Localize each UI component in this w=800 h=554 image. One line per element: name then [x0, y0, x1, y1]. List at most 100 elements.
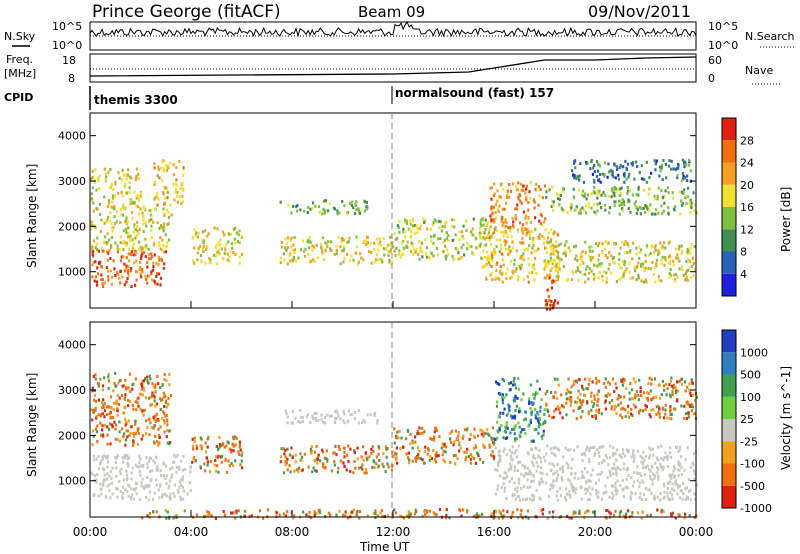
- echo-cell: [316, 455, 320, 459]
- echo-cell: [122, 205, 125, 209]
- echo-cell: [561, 190, 564, 194]
- echo-cell: [202, 245, 205, 249]
- echo-cell: [628, 397, 631, 401]
- echo-cell: [665, 455, 668, 459]
- echo-cell: [579, 485, 582, 489]
- velocity-y-label: Slant Range [km]: [25, 373, 39, 477]
- echo-cell: [613, 407, 616, 411]
- echo-cell: [659, 462, 662, 466]
- echo-cell: [94, 373, 97, 377]
- echo-cell: [136, 397, 139, 401]
- echo-cell: [606, 256, 609, 260]
- echo-cell: [528, 244, 531, 248]
- echo-cell: [676, 275, 679, 279]
- echo-cell: [119, 472, 122, 476]
- echo-cell: [507, 382, 510, 385]
- echo-cell: [284, 237, 287, 241]
- echo-cell: [313, 510, 316, 514]
- echo-cell: [690, 203, 693, 207]
- echo-cell: [522, 392, 525, 396]
- echo-cell: [483, 244, 486, 248]
- echo-cell: [630, 412, 633, 416]
- echo-cell: [637, 276, 640, 280]
- echo-cell: [595, 481, 598, 485]
- echo-cell: [572, 510, 575, 514]
- echo-cell: [525, 184, 528, 188]
- echo-cell: [409, 227, 412, 231]
- colorbar-swatch: [722, 419, 736, 442]
- echo-cell: [108, 474, 111, 478]
- echo-cell: [474, 444, 477, 448]
- echo-cell: [141, 477, 144, 481]
- echo-cell: [570, 400, 573, 404]
- echo-cell: [484, 432, 487, 436]
- echo-cell: [146, 281, 149, 285]
- echo-cell: [127, 265, 130, 269]
- echo-cell: [119, 259, 123, 263]
- nsky-trace: [89, 21, 697, 48]
- echo-cell: [152, 220, 155, 224]
- echo-cell: [281, 241, 284, 244]
- echo-cell: [206, 463, 209, 467]
- echo-cell: [409, 219, 412, 223]
- echo-cell: [152, 415, 155, 419]
- echo-cell: [289, 239, 292, 242]
- echo-cell: [648, 413, 651, 417]
- echo-cell: [491, 278, 494, 281]
- echo-cell: [134, 422, 137, 426]
- echo-cell: [192, 457, 195, 461]
- echo-cell: [543, 220, 546, 224]
- echo-cell: [466, 241, 469, 245]
- echo-cell: [586, 487, 589, 491]
- echo-cell: [340, 249, 344, 253]
- echo-cell: [355, 513, 358, 517]
- echo-cell: [572, 379, 575, 383]
- echo-cell: [506, 234, 509, 238]
- echo-cell: [634, 396, 637, 400]
- echo-cell: [294, 205, 297, 209]
- echo-cell: [333, 451, 336, 455]
- echo-cell: [389, 248, 393, 252]
- echo-cell: [663, 194, 666, 198]
- echo-cell: [529, 383, 532, 387]
- echo-cell: [687, 402, 690, 406]
- echo-cell: [419, 432, 422, 436]
- echo-cell: [671, 497, 674, 501]
- echo-cell: [517, 444, 520, 448]
- echo-cell: [374, 512, 377, 516]
- echo-cell: [580, 415, 583, 419]
- echo-cell: [121, 275, 124, 279]
- echo-cell: [112, 194, 115, 198]
- echo-cell: [519, 267, 522, 271]
- echo-cell: [655, 264, 658, 268]
- echo-cell: [115, 384, 118, 388]
- echo-cell: [582, 208, 585, 212]
- echo-cell: [121, 485, 125, 489]
- echo-cell: [91, 275, 94, 279]
- echo-cell: [393, 232, 396, 236]
- echo-cell: [611, 173, 614, 177]
- echo-cell: [93, 493, 96, 497]
- echo-cell: [290, 446, 293, 450]
- echo-cell: [596, 192, 599, 196]
- echo-cell: [140, 382, 143, 386]
- echo-cell: [596, 209, 599, 213]
- echo-cell: [364, 239, 367, 243]
- echo-cell: [681, 177, 685, 181]
- echo-cell: [484, 227, 487, 231]
- echo-cell: [686, 174, 689, 178]
- echo-cell: [472, 217, 475, 221]
- echo-cell: [504, 430, 508, 434]
- echo-cell: [557, 193, 560, 197]
- echo-cell: [539, 480, 542, 484]
- echo-cell: [604, 194, 607, 198]
- echo-cell: [499, 474, 502, 478]
- echo-cell: [514, 437, 517, 441]
- echo-cell: [407, 511, 410, 514]
- echo-cell: [679, 462, 682, 466]
- echo-cell: [589, 167, 592, 171]
- echo-cell: [450, 440, 453, 444]
- echo-cell: [167, 222, 170, 226]
- echo-cell: [581, 192, 584, 196]
- echo-cell: [93, 279, 96, 283]
